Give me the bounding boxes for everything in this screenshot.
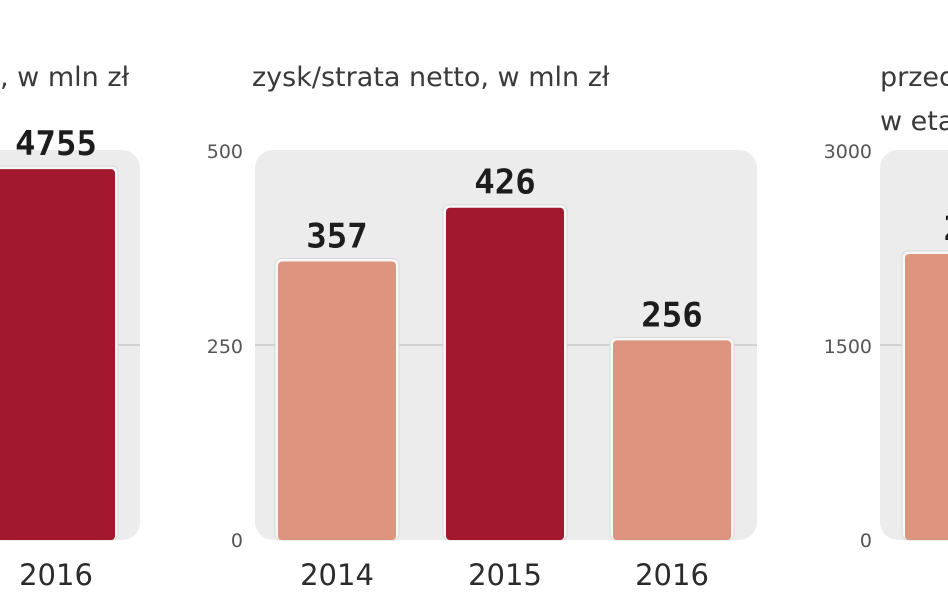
y-tick-label: 250 xyxy=(207,336,243,358)
y-tick-label: 500 xyxy=(207,141,243,163)
y-tick-label: 1500 xyxy=(824,336,872,358)
data-label: 256 xyxy=(641,295,702,335)
panel-net-profit: zysk/strata netto, w mln zł 500 250 0 35… xyxy=(207,62,757,592)
category-label: 2016 xyxy=(19,558,93,592)
data-label: 22 xyxy=(944,209,948,249)
category-label: 2015 xyxy=(468,558,542,592)
y-tick-label: 0 xyxy=(860,530,872,552)
bar xyxy=(905,254,948,540)
panel-title: zysk/strata netto, w mln zł xyxy=(252,62,610,93)
bar xyxy=(278,261,396,540)
category-label: 2016 xyxy=(635,558,709,592)
panel-title: przed xyxy=(880,62,948,93)
bar xyxy=(0,169,115,540)
data-label: 426 xyxy=(474,163,535,203)
category-label: 2014 xyxy=(300,558,374,592)
panel-revenue: , w mln zł 4755 2016 xyxy=(0,62,140,592)
panel-subtitle: w eta xyxy=(880,106,948,137)
data-label: 4755 xyxy=(15,124,97,164)
panel-title: , w mln zł xyxy=(0,62,130,93)
data-label: 357 xyxy=(306,217,367,257)
bar xyxy=(613,340,731,540)
bar xyxy=(446,207,564,540)
panel-employment: przed w eta 3000 1500 0 222 xyxy=(824,62,948,552)
y-tick-label: 0 xyxy=(231,530,243,552)
y-tick-label: 3000 xyxy=(824,141,872,163)
